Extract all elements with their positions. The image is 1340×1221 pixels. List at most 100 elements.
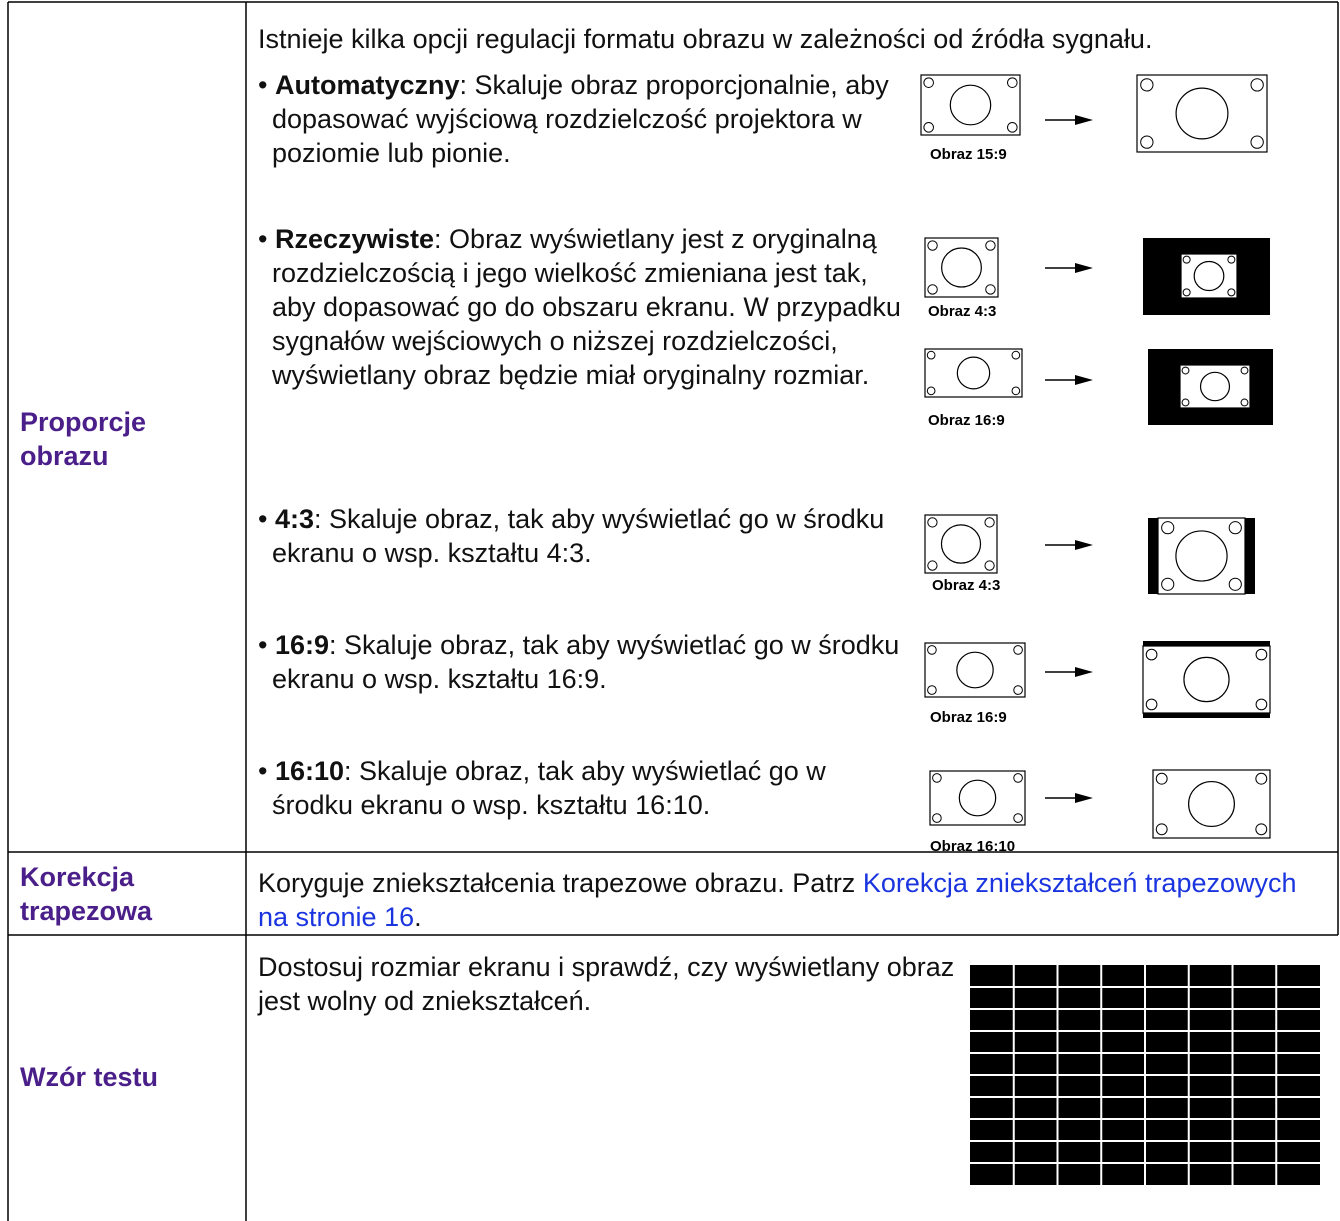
dot	[1227, 255, 1236, 264]
frame	[1152, 769, 1271, 839]
circle	[956, 651, 994, 689]
text: : Obraz wyświetlany jest z oryginalną ro…	[272, 224, 901, 390]
dot	[1161, 577, 1175, 591]
dot	[985, 284, 996, 295]
caption: Obraz 4:3	[928, 303, 996, 320]
dot	[1182, 255, 1191, 264]
dot	[1181, 398, 1190, 407]
dot	[1181, 366, 1190, 375]
dot	[1140, 78, 1154, 92]
dot	[1255, 772, 1268, 785]
dot	[1013, 773, 1023, 783]
circle	[1188, 780, 1235, 828]
dot	[932, 773, 942, 783]
caption: Obraz 4:3	[932, 577, 1000, 594]
term: Automatyczny	[274, 70, 460, 100]
dot	[1013, 685, 1023, 695]
dot	[1011, 350, 1021, 360]
frame	[1142, 645, 1271, 714]
dot	[1155, 772, 1168, 785]
bullet: •	[258, 630, 268, 660]
term: 4:3	[274, 504, 314, 534]
dot	[1255, 823, 1268, 836]
text: : Skaluje obraz, tak aby wyświetlać go w…	[272, 756, 826, 820]
arrow-head	[1075, 540, 1093, 550]
frame	[920, 74, 1021, 136]
text: : Skaluje obraz, tak aby wyświetlać go w…	[272, 504, 885, 568]
dot	[926, 350, 936, 360]
caption: Obraz 15:9	[930, 146, 1007, 163]
bullet: •	[258, 504, 268, 534]
dot	[1250, 78, 1264, 92]
dot	[1250, 135, 1264, 149]
circle	[1175, 530, 1228, 582]
dot	[927, 685, 937, 695]
row-label: Proporcje obrazu	[20, 407, 147, 471]
frame	[1136, 74, 1268, 153]
dot	[1007, 122, 1018, 133]
dot	[1161, 521, 1175, 535]
link[interactable]: Korekcja zniekształceń trapezowych na st…	[258, 868, 1297, 932]
frame	[929, 770, 1026, 826]
circle	[949, 84, 992, 126]
circle	[1183, 656, 1230, 703]
circle	[941, 247, 982, 288]
item: • Rzeczywiste: Obraz wyświetlany jest z …	[258, 222, 908, 392]
caption: Obraz 16:10	[930, 838, 1015, 855]
arrow-head	[1075, 375, 1093, 385]
dot	[923, 77, 934, 88]
term: 16:9	[274, 630, 330, 660]
row-text: Dostosuj rozmiar ekranu i sprawdź, czy w…	[258, 952, 955, 1016]
bullet: •	[258, 224, 268, 254]
dot	[927, 560, 938, 571]
dot	[923, 122, 934, 133]
dot	[1013, 813, 1023, 823]
item: • Automatyczny: Skaluje obraz proporcjon…	[258, 68, 908, 170]
bullet: •	[258, 756, 268, 786]
dot	[1240, 366, 1249, 375]
arrow-head	[1075, 667, 1093, 677]
dot	[927, 645, 937, 655]
dot	[984, 560, 995, 571]
item: • 16:10: Skaluje obraz, tak aby wyświetl…	[258, 754, 908, 822]
circle	[1193, 260, 1225, 292]
dot	[1227, 288, 1236, 297]
dot	[1182, 288, 1191, 297]
dot	[984, 517, 995, 528]
dot	[1255, 648, 1268, 661]
caption: Obraz 16:9	[930, 709, 1007, 726]
term: 16:10	[274, 756, 345, 786]
circle	[956, 356, 991, 390]
arrow-head	[1075, 793, 1093, 803]
dot	[927, 284, 938, 295]
circle	[958, 779, 997, 817]
text: : Skaluje obraz proporcjonalnie, aby dop…	[272, 70, 889, 168]
text: Koryguje zniekształcenia trapezowe obraz…	[258, 868, 863, 898]
circle	[940, 524, 982, 564]
arrow-head	[1075, 263, 1093, 273]
dot	[927, 517, 938, 528]
text: : Skaluje obraz, tak aby wyświetlać go w…	[272, 630, 900, 694]
dot	[1240, 398, 1249, 407]
bullet: •	[258, 70, 268, 100]
frame	[1179, 364, 1251, 409]
frame	[924, 237, 999, 298]
text: .	[414, 902, 422, 932]
dot	[1228, 521, 1242, 535]
dot	[926, 386, 936, 396]
item: • 16:9: Skaluje obraz, tak aby wyświetla…	[258, 628, 908, 696]
dot	[927, 240, 938, 251]
dot	[1140, 135, 1154, 149]
dot	[1013, 645, 1023, 655]
term: Rzeczywiste	[274, 224, 435, 254]
dot	[1255, 698, 1268, 711]
dot	[1011, 386, 1021, 396]
frame	[924, 642, 1026, 698]
intro: Istnieje kilka opcji regulacji formatu o…	[258, 24, 1153, 54]
item: • 4:3: Skaluje obraz, tak aby wyświetlać…	[258, 502, 908, 570]
frame	[1157, 517, 1246, 595]
frame	[1180, 253, 1238, 299]
circle	[1175, 87, 1229, 140]
